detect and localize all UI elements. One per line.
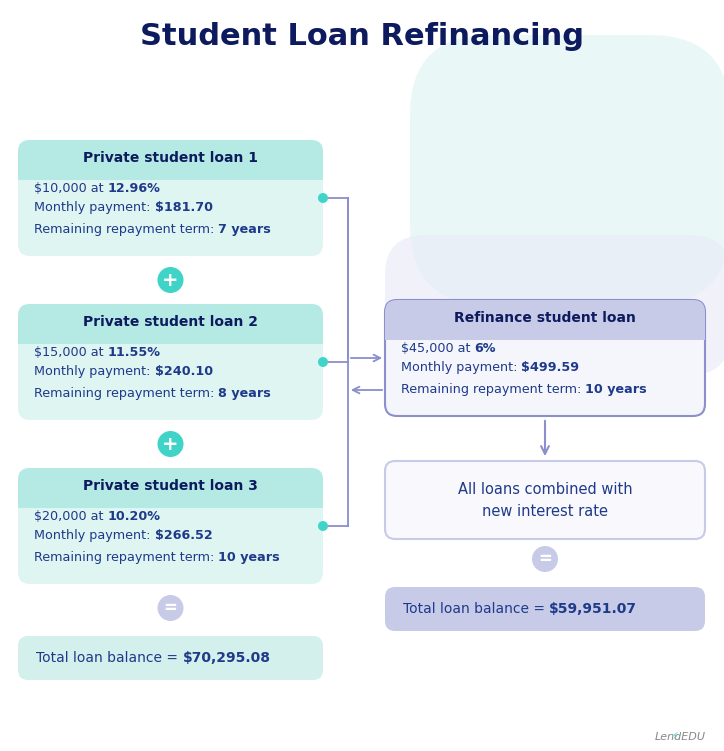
Text: $20,000 at: $20,000 at	[34, 509, 107, 523]
Circle shape	[158, 431, 183, 457]
Text: $59,951.07: $59,951.07	[550, 602, 637, 616]
Text: 10 years: 10 years	[586, 382, 647, 396]
FancyBboxPatch shape	[385, 587, 705, 631]
FancyBboxPatch shape	[18, 140, 323, 256]
Text: ⚡: ⚡	[671, 731, 678, 741]
Text: =: =	[164, 599, 177, 617]
Text: 8 years: 8 years	[219, 387, 271, 400]
Text: $10,000 at: $10,000 at	[34, 182, 108, 195]
Text: Total loan balance =: Total loan balance =	[36, 651, 182, 665]
Text: Remaining repayment term:: Remaining repayment term:	[34, 387, 219, 400]
Text: 10.20%: 10.20%	[107, 509, 161, 523]
FancyBboxPatch shape	[18, 468, 323, 508]
FancyBboxPatch shape	[18, 140, 323, 180]
Text: Total loan balance =: Total loan balance =	[403, 602, 550, 616]
Text: LendEDU: LendEDU	[655, 732, 706, 742]
Text: 12.96%: 12.96%	[108, 182, 161, 195]
Bar	[18, 322, 323, 344]
Text: All loans combined with: All loans combined with	[458, 481, 632, 496]
FancyBboxPatch shape	[385, 300, 705, 416]
Text: new interest rate: new interest rate	[482, 503, 608, 518]
Bar	[18, 158, 323, 180]
Text: Refinance student loan: Refinance student loan	[454, 311, 636, 325]
Circle shape	[318, 521, 328, 531]
FancyBboxPatch shape	[385, 300, 705, 340]
FancyBboxPatch shape	[18, 304, 323, 344]
Text: $70,295.08: $70,295.08	[182, 651, 270, 665]
Text: Monthly payment:: Monthly payment:	[34, 529, 154, 542]
Text: 11.55%: 11.55%	[108, 345, 161, 358]
Text: Monthly payment:: Monthly payment:	[401, 361, 521, 375]
Text: 10 years: 10 years	[219, 550, 280, 563]
Circle shape	[318, 193, 328, 203]
FancyBboxPatch shape	[18, 304, 323, 420]
Bar	[18, 486, 323, 508]
Text: Remaining repayment term:: Remaining repayment term:	[34, 550, 219, 563]
Text: Monthly payment:: Monthly payment:	[34, 366, 154, 379]
Circle shape	[158, 595, 183, 621]
Text: +: +	[162, 435, 179, 454]
Text: $499.59: $499.59	[521, 361, 580, 375]
Text: 6%: 6%	[474, 342, 496, 354]
Text: $45,000 at: $45,000 at	[401, 342, 474, 354]
Circle shape	[318, 357, 328, 367]
Text: $240.10: $240.10	[154, 366, 213, 379]
FancyBboxPatch shape	[18, 468, 323, 584]
Text: $181.70: $181.70	[154, 201, 213, 215]
Text: +: +	[162, 270, 179, 289]
Text: Private student loan 1: Private student loan 1	[83, 151, 258, 165]
FancyBboxPatch shape	[18, 636, 323, 680]
Text: 7 years: 7 years	[219, 222, 271, 236]
Text: Remaining repayment term:: Remaining repayment term:	[34, 222, 219, 236]
Text: Private student loan 2: Private student loan 2	[83, 315, 258, 329]
Text: Student Loan Refinancing: Student Loan Refinancing	[140, 22, 584, 51]
FancyBboxPatch shape	[410, 35, 724, 305]
FancyBboxPatch shape	[385, 461, 705, 539]
Text: =: =	[538, 550, 552, 568]
Circle shape	[532, 546, 558, 572]
Text: Private student loan 3: Private student loan 3	[83, 479, 258, 493]
Text: Monthly payment:: Monthly payment:	[34, 201, 154, 215]
Text: $15,000 at: $15,000 at	[34, 345, 108, 358]
Text: Remaining repayment term:: Remaining repayment term:	[401, 382, 586, 396]
FancyBboxPatch shape	[385, 235, 724, 375]
Circle shape	[158, 267, 183, 293]
Text: $266.52: $266.52	[154, 529, 212, 542]
Bar	[385, 318, 705, 340]
